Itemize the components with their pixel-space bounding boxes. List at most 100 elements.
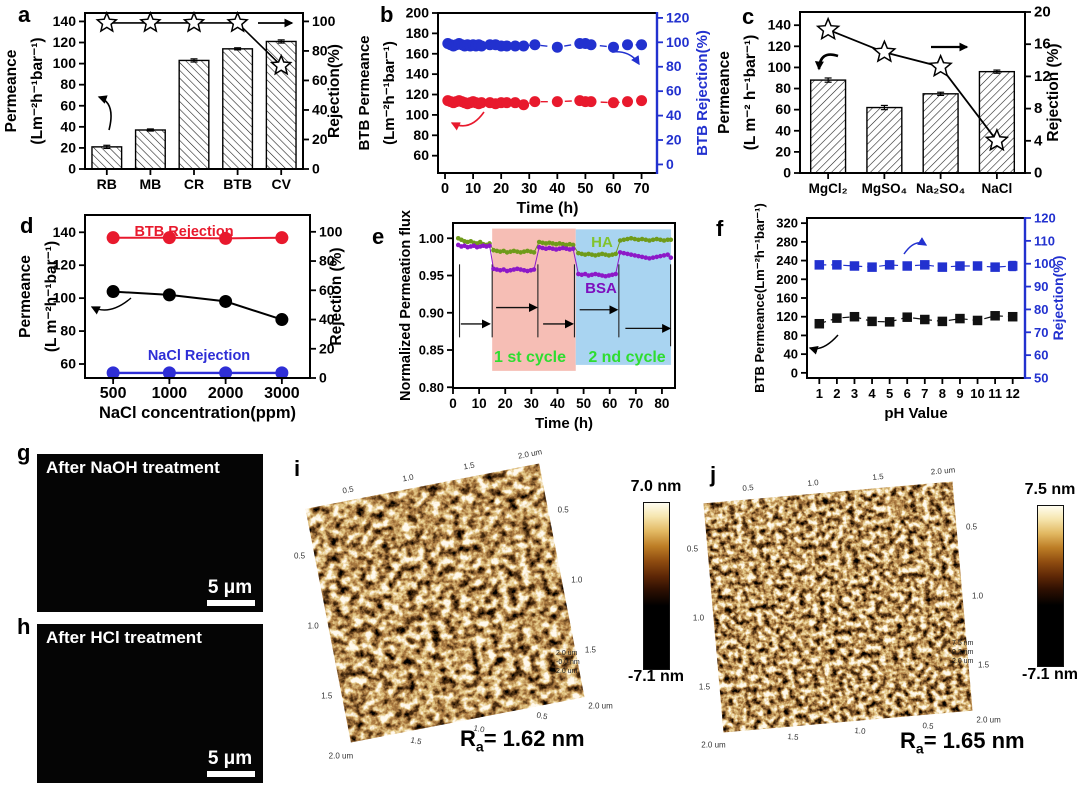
data-point: [162, 288, 176, 302]
svg-text:NaCl Rejection: NaCl Rejection: [148, 348, 250, 364]
data-point: [617, 250, 623, 255]
svg-text:20: 20: [493, 181, 509, 197]
data-point: [654, 236, 660, 242]
chart-panel-b: 60 80 100 120 140 160 180 200 0 20 40 60 80 100 120 0 10…: [356, 2, 711, 217]
afm-axis-tick: 1.5: [462, 460, 476, 472]
data-point: [501, 40, 513, 52]
data-point: [529, 96, 541, 108]
svg-text:16: 16: [1034, 36, 1051, 53]
chart-panel-a: 0 20 40 60 80 100 120 140 0 20 40 60 80 100 RB MB CR BTB C…: [3, 2, 343, 192]
svg-text:(Lm⁻²h⁻¹bar⁻¹): (Lm⁻²h⁻¹bar⁻¹): [29, 37, 46, 144]
svg-text:120: 120: [53, 34, 77, 50]
svg-text:BTB: BTB: [223, 176, 252, 192]
sem-image-after-naoh: After NaOH treatment 5 μm: [37, 454, 263, 612]
svg-text:2: 2: [833, 386, 840, 401]
svg-text:60: 60: [605, 181, 621, 197]
afm-corner-annotation-i: 2.0 um -0.0 nm 2.0 um: [556, 650, 580, 675]
afm-axis-tick: 1.0: [571, 575, 583, 585]
data-point: [628, 252, 634, 257]
data-point: [661, 253, 667, 258]
svg-text:d: d: [20, 213, 33, 238]
svg-text:(L m⁻²h⁻¹bar⁻¹): (L m⁻²h⁻¹bar⁻¹): [43, 241, 60, 352]
afm-colorbar-i: [643, 502, 670, 670]
afm-colorbar-j: [1037, 505, 1064, 667]
data-point: [106, 366, 120, 380]
svg-text:Permeance: Permeance: [716, 51, 733, 134]
data-point: [607, 97, 619, 109]
data-point: [661, 238, 667, 243]
svg-text:50: 50: [576, 396, 591, 411]
roughness-value-j: Ra= 1.65 nm: [900, 728, 1025, 756]
svg-text:e: e: [372, 224, 384, 249]
svg-text:40: 40: [775, 122, 791, 138]
data-point: [643, 237, 649, 243]
svg-text:Time (h): Time (h): [535, 415, 593, 432]
svg-text:20: 20: [319, 340, 335, 356]
svg-text:Rejection(%): Rejection(%): [326, 44, 343, 138]
svg-text:pH Value: pH Value: [884, 405, 947, 422]
annotation-arrow: [97, 95, 112, 131]
data-point: [955, 313, 965, 324]
svg-text:10: 10: [472, 396, 487, 411]
svg-text:1.00: 1.00: [419, 231, 444, 246]
svg-text:Time (h): Time (h): [517, 200, 579, 217]
svg-text:110: 110: [1034, 233, 1055, 248]
data-point: [219, 366, 233, 380]
svg-text:80: 80: [60, 76, 76, 92]
svg-text:(Lm⁻²h⁻¹bar⁻¹): (Lm⁻²h⁻¹bar⁻¹): [381, 41, 398, 145]
data-point: [920, 314, 930, 325]
svg-text:40: 40: [666, 107, 682, 123]
svg-text:a: a: [18, 2, 31, 27]
afm-surface-j: [703, 481, 973, 733]
afm-axis-tick: 0.5: [965, 522, 978, 532]
svg-text:60: 60: [602, 396, 617, 411]
svg-text:120: 120: [406, 86, 430, 102]
afm-axis-tick: 0.5: [341, 484, 354, 496]
svg-text:20: 20: [60, 139, 76, 155]
data-point: [476, 40, 488, 52]
afm-axis-tick: 1.0: [971, 591, 984, 601]
svg-text:6: 6: [904, 386, 911, 401]
svg-text:Na₂SO₄: Na₂SO₄: [916, 181, 965, 196]
svg-text:1: 1: [816, 386, 823, 401]
svg-text:(L m⁻² h⁻¹bar⁻¹): (L m⁻² h⁻¹bar⁻¹): [742, 35, 759, 151]
bar: [922, 93, 959, 174]
data-point: [585, 96, 597, 108]
colorbar-min-j: -7.1 nm: [1021, 666, 1078, 683]
svg-text:f: f: [716, 216, 724, 241]
data-point: [219, 294, 233, 308]
data-point: [832, 260, 842, 270]
shaded-region: [575, 229, 672, 365]
svg-text:BTB Permeance(Lm⁻²h⁻¹bar⁻¹): BTB Permeance(Lm⁻²h⁻¹bar⁻¹): [752, 203, 767, 393]
data-point: [585, 39, 597, 51]
data-point: [106, 285, 120, 299]
data-point: [529, 39, 541, 51]
svg-text:12: 12: [1005, 386, 1019, 401]
data-point: [643, 255, 649, 260]
data-point: [106, 231, 120, 245]
afm-axis-tick: 2.0 um: [328, 751, 354, 761]
svg-text:500: 500: [100, 385, 127, 402]
svg-text:Normalized Permeation flux: Normalized Permeation flux: [398, 210, 414, 401]
data-point: [607, 41, 619, 53]
svg-text:12: 12: [1034, 68, 1051, 85]
data-point: [1007, 261, 1018, 271]
panel-j-letter: j: [710, 462, 717, 487]
svg-text:60: 60: [312, 72, 328, 88]
ra-value: = 1.65 nm: [923, 728, 1025, 753]
chart-panel-d: 60 80 100 120 140 0 20 40 60 80 100 500 1000 2000 3000…: [17, 213, 345, 422]
data-point: [509, 40, 521, 52]
data-point: [219, 231, 233, 245]
svg-text:80: 80: [60, 323, 76, 339]
svg-text:100: 100: [319, 223, 343, 239]
svg-text:c: c: [742, 4, 754, 29]
afm-axis-tick: 0.5: [557, 505, 569, 515]
data-point: [628, 235, 634, 241]
scalebar-label-g: 5 μm: [207, 577, 253, 598]
star-marker: [815, 16, 841, 41]
svg-text:100: 100: [53, 290, 77, 306]
afm-axis-tick: 2.0 um: [516, 447, 543, 462]
bar: [809, 79, 847, 174]
data-point: [476, 97, 488, 109]
svg-text:80: 80: [312, 42, 328, 58]
